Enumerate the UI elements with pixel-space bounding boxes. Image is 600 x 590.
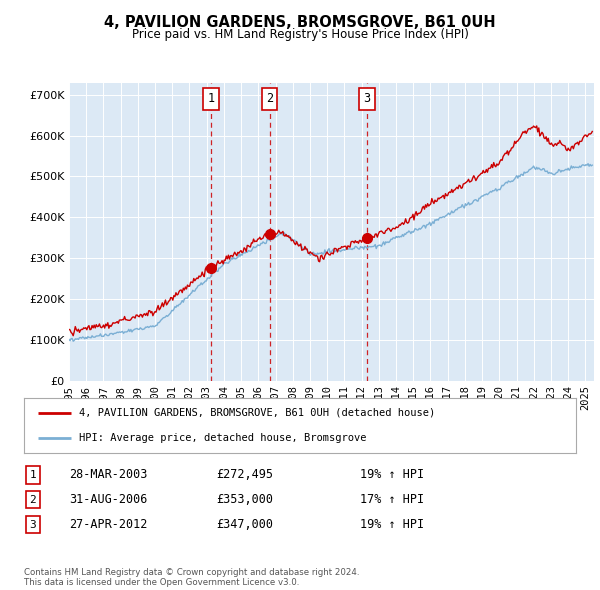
Text: 31-AUG-2006: 31-AUG-2006: [69, 493, 148, 506]
Text: 3: 3: [29, 520, 37, 529]
Text: £272,495: £272,495: [216, 468, 273, 481]
Text: Price paid vs. HM Land Registry's House Price Index (HPI): Price paid vs. HM Land Registry's House …: [131, 28, 469, 41]
Text: 27-APR-2012: 27-APR-2012: [69, 518, 148, 531]
Text: 3: 3: [364, 93, 371, 106]
Text: 4, PAVILION GARDENS, BROMSGROVE, B61 0UH (detached house): 4, PAVILION GARDENS, BROMSGROVE, B61 0UH…: [79, 408, 436, 418]
Text: Contains HM Land Registry data © Crown copyright and database right 2024.
This d: Contains HM Land Registry data © Crown c…: [24, 568, 359, 587]
Text: 2: 2: [266, 93, 273, 106]
Text: £347,000: £347,000: [216, 518, 273, 531]
Text: £353,000: £353,000: [216, 493, 273, 506]
Text: 28-MAR-2003: 28-MAR-2003: [69, 468, 148, 481]
Text: 4, PAVILION GARDENS, BROMSGROVE, B61 0UH: 4, PAVILION GARDENS, BROMSGROVE, B61 0UH: [104, 15, 496, 30]
Text: HPI: Average price, detached house, Bromsgrove: HPI: Average price, detached house, Brom…: [79, 433, 367, 443]
Text: 2: 2: [29, 495, 37, 504]
Text: 19% ↑ HPI: 19% ↑ HPI: [360, 518, 424, 531]
Text: 19% ↑ HPI: 19% ↑ HPI: [360, 468, 424, 481]
Text: 1: 1: [29, 470, 37, 480]
Text: 17% ↑ HPI: 17% ↑ HPI: [360, 493, 424, 506]
Text: 1: 1: [207, 93, 214, 106]
